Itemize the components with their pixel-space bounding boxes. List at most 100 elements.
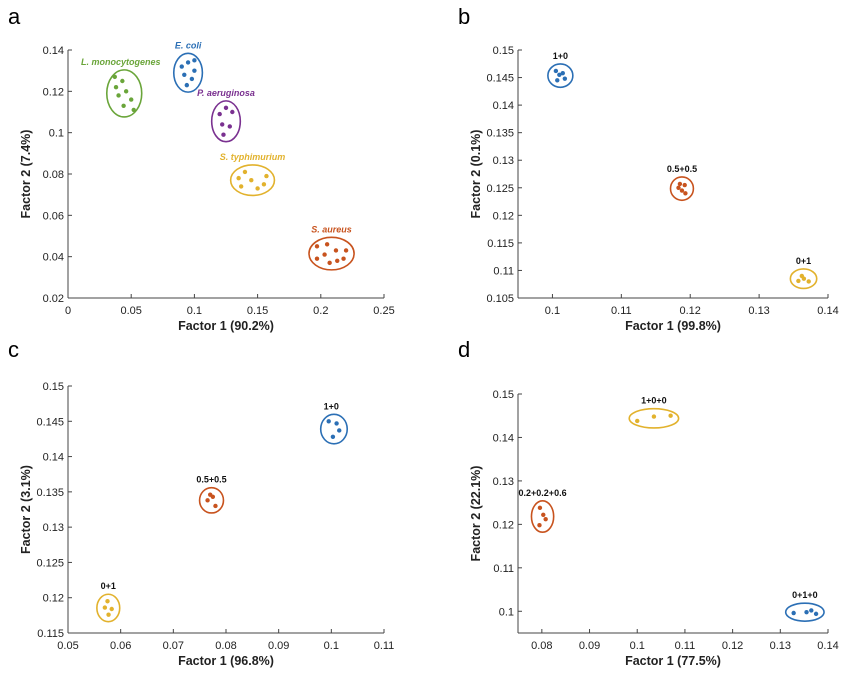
data-point [123, 89, 129, 94]
cluster-ellipse [547, 63, 574, 89]
cluster-group: E. coli [172, 40, 204, 93]
x-tick-label: 0.1 [630, 640, 645, 652]
data-point [112, 74, 117, 80]
cluster-label: 0.5+0.5 [667, 164, 697, 174]
cluster-ellipse [210, 100, 242, 143]
data-point [324, 242, 330, 247]
x-tick-label: 0.05 [120, 305, 141, 317]
x-tick-label: 0.06 [110, 640, 131, 652]
data-point [102, 605, 108, 610]
data-point [182, 72, 187, 78]
x-tick-label: 0.08 [215, 640, 236, 652]
x-tick-label: 0.13 [770, 640, 791, 652]
x-tick-label: 0 [65, 305, 71, 317]
y-tick-label: 0.14 [43, 45, 64, 57]
cluster-ellipse [784, 602, 825, 622]
cluster-ellipse [669, 176, 695, 202]
data-point [120, 78, 125, 84]
cluster-group: P. aeruginosa [197, 88, 255, 143]
y-tick-label: 0.115 [487, 238, 514, 250]
y-tick-label: 0.135 [486, 128, 514, 140]
data-point [255, 186, 260, 191]
data-point [679, 188, 685, 193]
cluster-ellipse [628, 407, 680, 429]
cluster-label: 0+1 [796, 256, 811, 266]
y-tick-label: 0.125 [36, 557, 64, 569]
cluster-group: 0.5+0.5 [196, 475, 227, 514]
panel-letter: b [458, 4, 470, 29]
data-point [541, 512, 546, 518]
data-point [553, 68, 559, 74]
y-tick-label: 0.13 [493, 155, 514, 167]
x-tick-label: 0.14 [817, 640, 838, 652]
y-tick-label: 0.15 [43, 381, 64, 393]
cluster-label: 0+1 [101, 581, 116, 591]
data-point [804, 609, 809, 615]
y-tick-label: 0.15 [493, 389, 514, 401]
cluster-ellipse [319, 413, 349, 445]
cluster-group: S. typhimurium [220, 152, 286, 197]
cluster-label: E. coli [175, 40, 202, 50]
y-tick-label: 0.145 [36, 416, 64, 428]
y-tick-label: 0.125 [486, 183, 514, 195]
data-point [121, 103, 126, 109]
y-tick-label: 0.15 [493, 45, 514, 57]
data-point [249, 178, 254, 183]
data-point [791, 610, 796, 616]
y-tick-label: 0.12 [493, 210, 514, 222]
data-point [635, 418, 640, 424]
y-tick-label: 0.14 [43, 452, 64, 464]
y-tick-label: 0.1 [49, 128, 64, 140]
data-point [230, 109, 235, 115]
cluster-group: 1+0+0 [628, 396, 680, 429]
panel-b: b 0.1 0.11 0.12 0.13 0.14 0.105 0.11 0.115 0.12 0.… [458, 4, 839, 333]
cluster-label: 1+0+0 [641, 396, 667, 406]
x-tick-label: 0.11 [374, 640, 395, 652]
cluster-group: 0.2+0.2+0.6 [519, 488, 567, 534]
y-tick-label: 0.115 [37, 628, 64, 640]
data-point [184, 82, 190, 88]
x-axis-label: Factor 1 (96.8%) [178, 654, 274, 668]
data-point [537, 505, 543, 511]
cluster-group: 1+0 [319, 401, 349, 445]
data-point [557, 72, 562, 78]
x-tick-label: 0.1 [187, 305, 202, 317]
cluster-ellipse [229, 164, 276, 197]
x-tick-label: 0.12 [680, 305, 701, 317]
cluster-label: 0.5+0.5 [196, 475, 226, 485]
data-point [189, 76, 195, 82]
y-tick-label: 0.11 [493, 265, 514, 277]
cluster-group: S. aureus [308, 224, 355, 271]
y-tick-label: 0.02 [43, 293, 64, 305]
y-axis-label: Factor 2 (0.1%) [469, 130, 483, 219]
data-point [179, 64, 184, 69]
data-point [796, 278, 801, 284]
cluster-ellipse [308, 236, 355, 271]
data-point [677, 181, 683, 187]
cluster-label: 0.2+0.2+0.6 [519, 488, 567, 498]
data-point [129, 97, 134, 102]
x-tick-label: 0.09 [579, 640, 600, 652]
y-axis-label: Factor 2 (22.1%) [469, 466, 483, 562]
cluster-label: S. typhimurium [220, 152, 286, 162]
y-tick-label: 0.11 [493, 563, 514, 575]
data-point [326, 419, 331, 424]
data-point [238, 184, 244, 189]
data-point [560, 70, 565, 76]
cluster-ellipse [105, 69, 143, 118]
data-point [813, 611, 819, 617]
data-point [220, 122, 225, 127]
panel-letter: c [8, 337, 19, 362]
y-tick-label: 0.08 [43, 169, 64, 181]
cluster-label: 1+0 [553, 51, 568, 61]
panel-a: a 0 0.05 0.1 0.15 0.2 0.25 0.02 0.04 0.06 0.08 0.1 0… [8, 4, 395, 333]
x-tick-label: 0.05 [57, 640, 78, 652]
cluster-ellipse [530, 500, 555, 534]
data-point [236, 175, 241, 181]
cluster-group: 0+1 [96, 581, 121, 623]
data-point [335, 258, 340, 263]
cluster-label: S. aureus [311, 224, 352, 234]
data-point [327, 260, 332, 266]
x-tick-label: 0.15 [247, 305, 268, 317]
